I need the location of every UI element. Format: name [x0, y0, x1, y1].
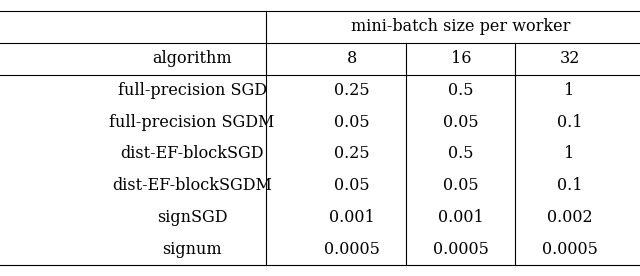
- Text: 0.05: 0.05: [334, 177, 370, 194]
- Text: dist-EF-blockSGD: dist-EF-blockSGD: [120, 145, 264, 162]
- Text: 0.05: 0.05: [443, 177, 479, 194]
- Text: algorithm: algorithm: [152, 50, 232, 67]
- Text: signum: signum: [162, 241, 222, 258]
- Text: 0.002: 0.002: [547, 209, 593, 226]
- Text: 1: 1: [564, 145, 575, 162]
- Text: full-precision SGDM: full-precision SGDM: [109, 114, 275, 131]
- Text: 0.0005: 0.0005: [433, 241, 489, 258]
- Text: 0.25: 0.25: [334, 82, 370, 99]
- Text: 0.1: 0.1: [557, 177, 582, 194]
- Text: 16: 16: [451, 50, 471, 67]
- Text: dist-EF-blockSGDM: dist-EF-blockSGDM: [112, 177, 272, 194]
- Text: signSGD: signSGD: [157, 209, 227, 226]
- Text: mini-batch size per worker: mini-batch size per worker: [351, 18, 570, 35]
- Text: 8: 8: [347, 50, 357, 67]
- Text: 0.5: 0.5: [448, 145, 474, 162]
- Text: 0.001: 0.001: [438, 209, 484, 226]
- Text: 0.0005: 0.0005: [541, 241, 598, 258]
- Text: 1: 1: [564, 82, 575, 99]
- Text: 0.5: 0.5: [448, 82, 474, 99]
- Text: 0.0005: 0.0005: [324, 241, 380, 258]
- Text: 0.05: 0.05: [334, 114, 370, 131]
- Text: 0.25: 0.25: [334, 145, 370, 162]
- Text: 0.1: 0.1: [557, 114, 582, 131]
- Text: full-precision SGD: full-precision SGD: [118, 82, 266, 99]
- Text: 32: 32: [559, 50, 580, 67]
- Text: 0.05: 0.05: [443, 114, 479, 131]
- Text: 0.001: 0.001: [329, 209, 375, 226]
